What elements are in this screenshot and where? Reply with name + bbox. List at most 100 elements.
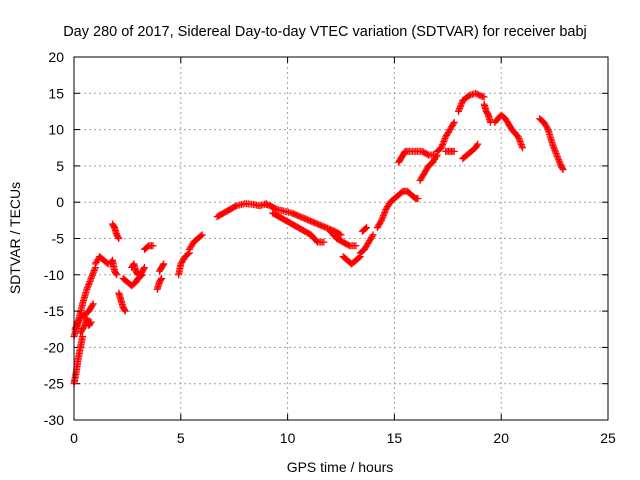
y-tick-labels: -30 -25 -20 -15 -10 -5 0 5 10 15 20 — [44, 49, 64, 428]
y-tick-label: 5 — [56, 158, 64, 174]
data-point — [368, 232, 376, 240]
data-point — [121, 306, 129, 314]
y-tick-label: -5 — [52, 231, 65, 247]
data-point — [378, 215, 386, 223]
data-point — [457, 101, 465, 109]
y-tick-label: -30 — [44, 412, 64, 428]
plot-frame — [73, 56, 609, 421]
data-point — [514, 133, 522, 141]
data-point — [140, 265, 148, 273]
data-point — [555, 157, 563, 165]
data-point — [480, 93, 488, 101]
data-point — [550, 143, 558, 151]
data-point — [559, 166, 567, 174]
data-point — [381, 209, 389, 217]
y-tick-label: 20 — [48, 49, 64, 65]
data-point — [113, 271, 121, 279]
data-point — [85, 279, 93, 287]
data-point — [184, 250, 192, 258]
data-point — [112, 270, 120, 278]
data-point — [88, 301, 96, 309]
data-point — [86, 276, 94, 284]
y-tick-label: -20 — [44, 339, 64, 355]
data-point — [441, 134, 449, 142]
data-points — [70, 89, 567, 388]
data-point — [91, 265, 99, 273]
data-point — [552, 149, 560, 157]
y-tick-label: -10 — [44, 267, 64, 283]
data-point — [438, 142, 446, 150]
x-tick-label: 10 — [280, 430, 296, 446]
data-point — [88, 273, 96, 281]
data-point — [84, 282, 92, 290]
data-point — [87, 318, 95, 326]
data-point — [74, 317, 82, 325]
data-point — [159, 261, 167, 269]
data-point — [158, 274, 166, 282]
data-point — [450, 147, 458, 155]
data-point — [89, 270, 97, 278]
data-point — [553, 151, 561, 159]
data-point — [355, 254, 363, 262]
x-tick-label: 20 — [493, 430, 509, 446]
data-point — [121, 307, 129, 315]
data-point — [85, 281, 93, 289]
data-point — [456, 104, 464, 112]
data-point — [74, 319, 82, 327]
data-point — [83, 284, 91, 292]
data-point — [437, 144, 445, 152]
data-point — [379, 213, 387, 221]
y-tick-label: -15 — [44, 303, 64, 319]
x-tick-label: 5 — [177, 430, 185, 446]
data-point — [369, 231, 377, 239]
data-point — [362, 225, 370, 233]
data-point — [458, 100, 466, 108]
y-axis-label: SDTVAR / TECUs — [7, 182, 23, 294]
y-tick-label: -25 — [44, 376, 64, 392]
y-tick-label: 0 — [56, 194, 64, 210]
data-point — [377, 218, 385, 226]
data-point — [414, 195, 422, 203]
data-point — [231, 203, 239, 211]
data-point — [79, 333, 87, 341]
data-point — [474, 140, 482, 148]
data-point — [473, 141, 481, 149]
data-point — [352, 242, 360, 250]
data-point — [517, 139, 525, 147]
data-point — [558, 164, 566, 172]
data-point — [516, 138, 524, 146]
data-point — [381, 207, 389, 215]
data-point — [198, 231, 206, 239]
data-point — [160, 260, 168, 268]
data-point — [519, 144, 527, 152]
y-tick-label: 10 — [48, 122, 64, 138]
data-point — [552, 148, 560, 156]
data-point — [450, 118, 458, 126]
data-point — [380, 210, 388, 218]
data-point — [83, 285, 91, 293]
data-point — [551, 146, 559, 154]
data-point — [90, 268, 98, 276]
data-point — [87, 274, 95, 282]
y-tick-label: 15 — [48, 85, 64, 101]
x-tick-label: 15 — [387, 430, 403, 446]
data-point — [449, 120, 457, 128]
data-point — [157, 276, 165, 284]
data-point — [115, 235, 123, 242]
data-point — [378, 216, 386, 224]
data-point — [379, 212, 387, 220]
data-point — [89, 300, 97, 308]
data-point — [454, 107, 462, 115]
data-point — [439, 141, 447, 149]
data-point — [439, 139, 447, 147]
data-point — [90, 267, 98, 275]
x-tick-label: 0 — [70, 430, 78, 446]
data-point — [114, 233, 122, 241]
data-point — [549, 142, 557, 150]
x-tick-labels: 0 5 10 15 20 25 — [70, 430, 616, 446]
data-point — [550, 145, 558, 153]
data-point — [518, 142, 526, 150]
data-point — [71, 325, 79, 333]
